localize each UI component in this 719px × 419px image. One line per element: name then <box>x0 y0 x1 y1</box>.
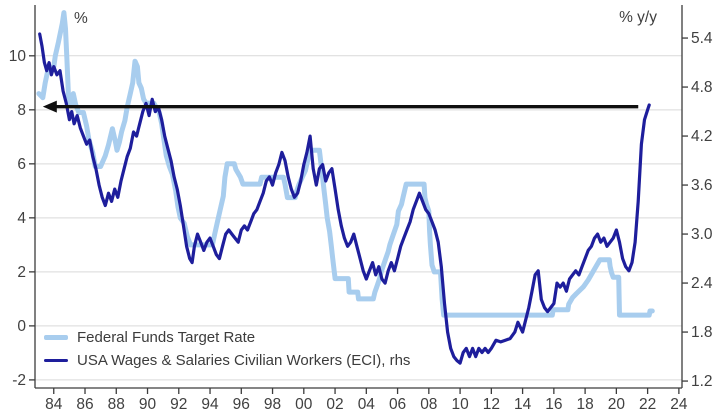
x-tick-label: 90 <box>139 396 157 413</box>
annotation-arrow-head <box>42 100 57 113</box>
x-tick-label: 12 <box>483 396 500 413</box>
x-tick-label: 14 <box>514 396 532 413</box>
x-tick-label: 86 <box>76 396 93 413</box>
x-tick-label: 08 <box>420 396 437 413</box>
x-tick-label: 92 <box>170 396 187 413</box>
x-tick-label: 18 <box>576 396 593 413</box>
x-tick-label: 88 <box>108 396 125 413</box>
legend-item-federal-funds: Federal Funds Target Rate <box>44 326 410 349</box>
legend-label-eci-wages: USA Wages & Salaries Civilian Workers (E… <box>77 352 411 369</box>
left-tick-label: 0 <box>17 318 26 335</box>
legend: Federal Funds Target Rate USA Wages & Sa… <box>44 326 410 372</box>
right-tick-label: 5.4 <box>691 30 713 47</box>
right-tick-label: 1.8 <box>691 324 713 341</box>
right-tick-label: 4.8 <box>691 79 713 96</box>
x-tick-label: 98 <box>264 396 281 413</box>
x-tick-label: 84 <box>45 396 63 413</box>
right-tick-label: 2.4 <box>691 275 713 292</box>
x-tick-label: 06 <box>389 396 406 413</box>
left-tick-label: 4 <box>17 210 26 227</box>
right-tick-label: 4.2 <box>691 128 713 145</box>
left-axis-unit-label: % <box>74 10 88 27</box>
legend-swatch-federal-funds <box>44 335 68 340</box>
x-tick-label: 00 <box>295 396 313 413</box>
left-tick-label: 10 <box>9 48 27 65</box>
legend-item-eci-wages: USA Wages & Salaries Civilian Workers (E… <box>44 349 410 372</box>
x-tick-label: 94 <box>201 396 219 413</box>
x-tick-label: 10 <box>451 396 469 413</box>
x-tick-label: 04 <box>358 396 376 413</box>
x-tick-label: 02 <box>326 396 343 413</box>
left-tick-label: 2 <box>17 264 26 281</box>
right-axis-unit-label: % y/y <box>619 9 657 26</box>
right-tick-label: 3.0 <box>691 226 713 243</box>
series-line-eci-wages <box>38 32 651 365</box>
left-tick-label: 8 <box>17 102 26 119</box>
x-tick-label: 22 <box>639 396 656 413</box>
x-tick-label: 20 <box>608 396 626 413</box>
x-tick-label: 96 <box>233 396 250 413</box>
x-tick-label: 24 <box>670 396 688 413</box>
legend-label-federal-funds: Federal Funds Target Rate <box>77 329 256 346</box>
x-tick-label: 16 <box>545 396 562 413</box>
right-tick-label: 3.6 <box>691 177 713 194</box>
left-tick-label: -2 <box>12 372 26 389</box>
right-tick-label: 1.2 <box>691 373 713 390</box>
left-tick-label: 6 <box>17 156 26 173</box>
legend-swatch-eci-wages <box>44 358 68 363</box>
